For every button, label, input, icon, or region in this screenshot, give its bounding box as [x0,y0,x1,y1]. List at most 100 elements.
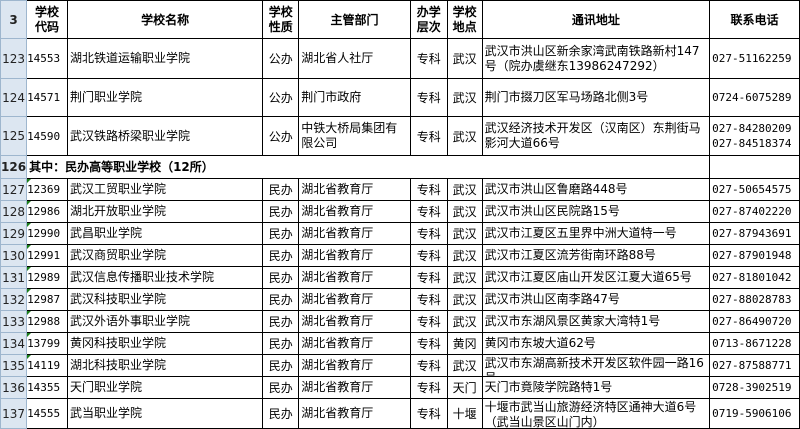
level-cell[interactable]: 专科 [409,332,448,355]
school-type-cell[interactable]: 民办 [262,266,300,289]
school-code-cell[interactable]: 14553 [26,38,69,79]
level-cell[interactable]: 专科 [409,288,448,311]
address-cell[interactable]: 武汉市江夏区庙山开发区江夏大道65号 [481,266,711,289]
location-cell[interactable]: 天门 [446,376,483,399]
level-cell[interactable]: 专科 [409,116,448,156]
address-cell[interactable]: 武汉市洪山区鲁磨路448号 [481,178,711,201]
row-header[interactable]: 135 [0,354,28,377]
location-cell[interactable]: 十堰 [446,398,483,429]
department-cell[interactable]: 荆门市政府 [298,78,411,117]
row-header[interactable]: 127 [0,178,28,201]
department-cell[interactable]: 湖北省教育厅 [298,178,411,201]
school-name-cell[interactable]: 武汉商贸职业学院 [67,244,264,267]
school-name-cell[interactable]: 武昌职业学院 [67,222,264,245]
row-header[interactable]: 132 [0,288,28,311]
department-cell[interactable]: 湖北省教育厅 [298,222,411,245]
school-code-cell[interactable]: 14571 [26,78,69,117]
school-name-cell[interactable]: 武汉工贸职业学院 [67,178,264,201]
school-type-cell[interactable]: 公办 [262,116,300,156]
department-cell[interactable]: 湖北省教育厅 [298,310,411,333]
school-name-cell[interactable]: 湖北铁道运输职业学院 [67,38,264,79]
row-header[interactable]: 136 [0,376,28,399]
school-name-cell[interactable]: 荆门职业学院 [67,78,264,117]
school-name-cell[interactable]: 天门职业学院 [67,376,264,399]
phone-cell[interactable]: 027-50654575 [709,178,800,201]
address-cell[interactable]: 荆门市掇刀区军马场路北侧3号 [481,78,711,117]
level-cell[interactable]: 专科 [409,222,448,245]
school-code-cell[interactable]: 14590 [26,116,69,156]
col-header-dept[interactable]: 主管部门 [298,0,411,39]
location-cell[interactable]: 武汉 [446,222,483,245]
phone-cell[interactable]: 027-87402220 [709,200,800,223]
col-header-location[interactable]: 学校地点 [446,0,483,39]
department-cell[interactable]: 湖北省教育厅 [298,332,411,355]
phone-cell[interactable]: 027-51162259 [709,38,800,79]
school-name-cell[interactable]: 武汉科技职业学院 [67,288,264,311]
col-header-level[interactable]: 办学层次 [409,0,448,39]
col-header-type[interactable]: 学校性质 [262,0,300,39]
level-cell[interactable]: 专科 [409,178,448,201]
department-cell[interactable]: 湖北省教育厅 [298,354,411,377]
row-header[interactable]: 3 [0,0,28,39]
location-cell[interactable]: 武汉 [446,310,483,333]
row-header[interactable]: 128 [0,200,28,223]
level-cell[interactable]: 专科 [409,244,448,267]
school-type-cell[interactable]: 民办 [262,398,300,429]
address-cell[interactable]: 武汉市东湖风景区黄家大湾特1号 [481,310,711,333]
address-cell[interactable]: 天门市竟陵学院路特1号 [481,376,711,399]
school-code-cell[interactable]: 12990 [26,222,69,245]
address-cell[interactable]: 十堰市武当山旅游经济特区通神大道6号（武当山景区山门内） [481,398,711,429]
school-type-cell[interactable]: 民办 [262,376,300,399]
school-name-cell[interactable]: 湖北开放职业学院 [67,200,264,223]
phone-cell[interactable]: 0728-3902519 [709,376,800,399]
location-cell[interactable]: 武汉 [446,244,483,267]
school-code-cell[interactable]: 12989 [26,266,69,289]
location-cell[interactable]: 武汉 [446,200,483,223]
col-header-address[interactable]: 通讯地址 [481,0,711,39]
row-header[interactable]: 124 [0,78,28,117]
department-cell[interactable]: 中铁大桥局集团有限公司 [298,116,411,156]
level-cell[interactable]: 专科 [409,78,448,117]
row-header[interactable]: 126 [0,155,28,179]
school-type-cell[interactable]: 民办 [262,222,300,245]
col-header-name[interactable]: 学校名称 [67,0,264,39]
phone-cell[interactable]: 027-86490720 [709,310,800,333]
school-type-cell[interactable]: 民办 [262,332,300,355]
address-cell[interactable]: 武汉市江夏区五里界中洲大道特一号 [481,222,711,245]
level-cell[interactable]: 专科 [409,398,448,429]
address-cell[interactable]: 武汉市东湖高新技术开发区软件园一路16号 [481,354,711,377]
phone-cell[interactable]: 0719-5906106 [709,398,800,429]
school-code-cell[interactable]: 13799 [26,332,69,355]
location-cell[interactable]: 武汉 [446,266,483,289]
cell[interactable] [709,155,800,179]
school-code-cell[interactable]: 12987 [26,288,69,311]
department-cell[interactable]: 湖北省人社厅 [298,38,411,79]
school-name-cell[interactable]: 武汉铁路桥梁职业学院 [67,116,264,156]
row-header[interactable]: 130 [0,244,28,267]
school-type-cell[interactable]: 公办 [262,38,300,79]
phone-cell[interactable]: 027-81801042 [709,266,800,289]
school-type-cell[interactable]: 民办 [262,178,300,201]
school-name-cell[interactable]: 武汉信息传播职业技术学院 [67,266,264,289]
school-code-cell[interactable]: 12369 [26,178,69,201]
row-header[interactable]: 133 [0,310,28,333]
school-code-cell[interactable]: 12988 [26,310,69,333]
level-cell[interactable]: 专科 [409,376,448,399]
location-cell[interactable]: 武汉 [446,116,483,156]
school-type-cell[interactable]: 民办 [262,310,300,333]
address-cell[interactable]: 武汉市江夏区流芳街南环路88号 [481,244,711,267]
school-code-cell[interactable]: 14355 [26,376,69,399]
phone-cell[interactable]: 027-88028783 [709,288,800,311]
department-cell[interactable]: 湖北省教育厅 [298,266,411,289]
address-cell[interactable]: 武汉市洪山区南李路47号 [481,288,711,311]
phone-cell[interactable]: 027-87901948 [709,244,800,267]
department-cell[interactable]: 湖北省教育厅 [298,398,411,429]
address-cell[interactable]: 黄冈市东坡大道62号 [481,332,711,355]
school-code-cell[interactable]: 12986 [26,200,69,223]
school-code-cell[interactable]: 14119 [26,354,69,377]
school-code-cell[interactable]: 14555 [26,398,69,429]
col-header-phone[interactable]: 联系电话 [709,0,800,39]
address-cell[interactable]: 武汉经济技术开发区（汉南区）东荆街马影河大道66号 [481,116,711,156]
department-cell[interactable]: 湖北省教育厅 [298,244,411,267]
row-header[interactable]: 134 [0,332,28,355]
